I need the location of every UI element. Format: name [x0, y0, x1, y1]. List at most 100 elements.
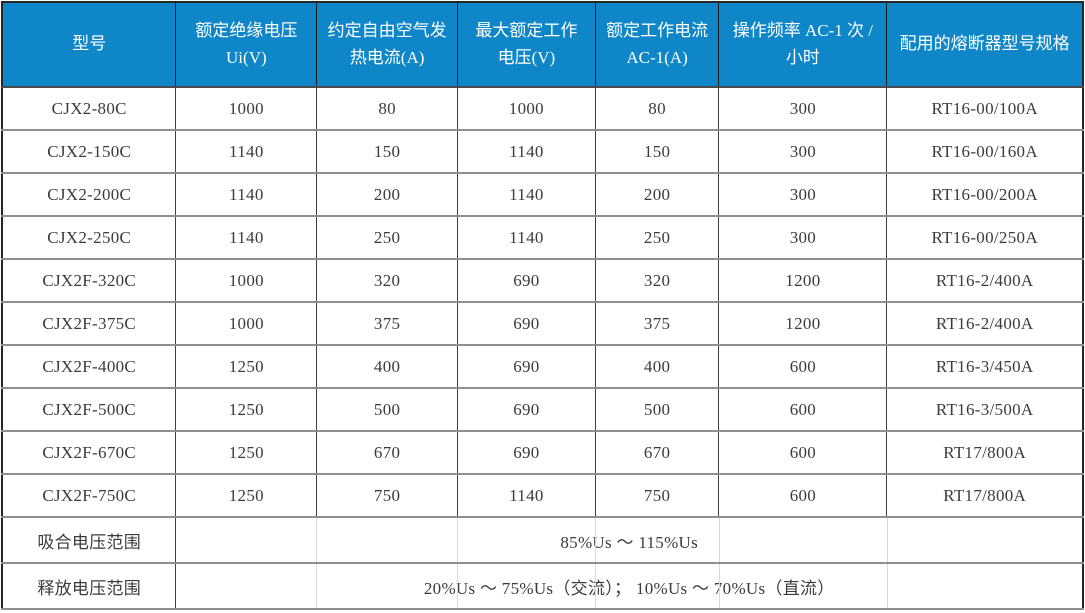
footer-value: 20%Us ～ 75%Us（交流）； 10%Us ～ 70%Us（直流）: [423, 578, 835, 598]
table-cell: 320: [594, 258, 720, 303]
grid-line: [457, 519, 459, 561]
model-cell: CJX2F-320C: [1, 258, 177, 303]
grid-line: [887, 519, 889, 561]
table-cell: 300: [718, 215, 888, 260]
table-cell: 150: [316, 129, 459, 174]
table-cell: 670: [594, 430, 720, 475]
table-row: CJX2F-750C 1250 750 1140 750 600 RT17/80…: [1, 473, 1084, 518]
table-cell: 600: [718, 387, 888, 432]
table-row: CJX2F-320C 1000 320 690 320 1200 RT16-2/…: [1, 258, 1084, 303]
grid-line: [887, 565, 889, 607]
table-cell: 690: [457, 301, 596, 346]
pickup-voltage-row: 吸合电压范围 85%Us ～ 115%Us: [1, 516, 1084, 564]
model-cell: CJX2F-400C: [1, 344, 177, 389]
table-cell: 690: [457, 430, 596, 475]
table-row: CJX2-80C 1000 80 1000 80 300 RT16-00/100…: [1, 86, 1084, 131]
fuse-cell: RT17/800A: [886, 473, 1084, 518]
table-cell: 1000: [457, 86, 596, 131]
fuse-cell: RT17/800A: [886, 430, 1084, 475]
model-cell: CJX2F-500C: [1, 387, 177, 432]
column-header-rated-working-current: 额定工作电流 AC-1(A): [594, 1, 720, 88]
table-cell: 1140: [457, 215, 596, 260]
table-cell: 250: [316, 215, 459, 260]
column-header-operating-frequency: 操作频率 AC-1 次 / 小时: [718, 1, 888, 88]
table-row: CJX2-200C 1140 200 1140 200 300 RT16-00/…: [1, 172, 1084, 217]
table-cell: 1200: [718, 301, 888, 346]
table-cell: 200: [316, 172, 459, 217]
model-cell: CJX2-250C: [1, 215, 177, 260]
table-cell: 690: [457, 258, 596, 303]
table-cell: 600: [718, 473, 888, 518]
table-cell: 600: [718, 344, 888, 389]
column-header-max-rated-working-voltage: 最大额定工作电压(V): [457, 1, 596, 88]
table-cell: 1140: [457, 129, 596, 174]
table-row: CJX2-150C 1140 150 1140 150 300 RT16-00/…: [1, 129, 1084, 174]
fuse-cell: RT16-3/500A: [886, 387, 1084, 432]
fuse-cell: RT16-00/160A: [886, 129, 1084, 174]
table-row: CJX2F-400C 1250 400 690 400 600 RT16-3/4…: [1, 344, 1084, 389]
table-row: CJX2F-375C 1000 375 690 375 1200 RT16-2/…: [1, 301, 1084, 346]
table-cell: 80: [316, 86, 459, 131]
column-header-rated-insulation-voltage: 额定绝缘电压 Ui(V): [175, 1, 318, 88]
table-cell: 500: [594, 387, 720, 432]
column-header-conventional-thermal-current: 约定自由空气发热电流(A): [316, 1, 459, 88]
release-voltage-range: 20%Us ～ 75%Us（交流）； 10%Us ～ 70%Us（直流）: [175, 562, 1084, 610]
table-cell: 320: [316, 258, 459, 303]
table-cell: 1000: [175, 86, 318, 131]
table-cell: 1140: [175, 172, 318, 217]
footer-value: 85%Us ～ 115%Us: [560, 532, 699, 552]
table-cell: 300: [718, 86, 888, 131]
header-row: 型号 额定绝缘电压 Ui(V) 约定自由空气发热电流(A) 最大额定工作电压(V…: [1, 1, 1084, 88]
table-cell: 1000: [175, 301, 318, 346]
footer-label: 吸合电压范围: [1, 516, 177, 564]
fuse-cell: RT16-3/450A: [886, 344, 1084, 389]
table-cell: 1250: [175, 344, 318, 389]
table-cell: 1250: [175, 430, 318, 475]
fuse-cell: RT16-2/400A: [886, 301, 1084, 346]
model-cell: CJX2-150C: [1, 129, 177, 174]
model-cell: CJX2-200C: [1, 172, 177, 217]
table-cell: 1140: [175, 129, 318, 174]
table-cell: 750: [316, 473, 459, 518]
grid-line: [595, 519, 597, 561]
grid-line: [457, 565, 459, 607]
pickup-voltage-range: 85%Us ～ 115%Us: [175, 516, 1084, 564]
table-cell: 1140: [457, 172, 596, 217]
table-cell: 1140: [457, 473, 596, 518]
grid-line: [316, 565, 318, 607]
table-cell: 375: [594, 301, 720, 346]
table-row: CJX2F-500C 1250 500 690 500 600 RT16-3/5…: [1, 387, 1084, 432]
model-cell: CJX2F-375C: [1, 301, 177, 346]
table-cell: 375: [316, 301, 459, 346]
release-voltage-row: 释放电压范围 20%Us ～ 75%Us（交流）； 10%Us ～ 70%Us（…: [1, 562, 1084, 610]
table-cell: 1250: [175, 387, 318, 432]
grid-line: [595, 565, 597, 607]
fuse-cell: RT16-00/250A: [886, 215, 1084, 260]
footer-label: 释放电压范围: [1, 562, 177, 610]
table-cell: 1200: [718, 258, 888, 303]
table-cell: 1250: [175, 473, 318, 518]
grid-line: [316, 519, 318, 561]
table-cell: 750: [594, 473, 720, 518]
table-cell: 690: [457, 387, 596, 432]
table-cell: 400: [594, 344, 720, 389]
grid-line: [719, 519, 721, 561]
table-row: CJX2-250C 1140 250 1140 250 300 RT16-00/…: [1, 215, 1084, 260]
table-cell: 300: [718, 129, 888, 174]
table-cell: 600: [718, 430, 888, 475]
fuse-cell: RT16-00/100A: [886, 86, 1084, 131]
table-cell: 690: [457, 344, 596, 389]
grid-line: [719, 565, 721, 607]
table-cell: 200: [594, 172, 720, 217]
model-cell: CJX2F-750C: [1, 473, 177, 518]
column-header-model: 型号: [1, 1, 177, 88]
table-cell: 300: [718, 172, 888, 217]
table-cell: 400: [316, 344, 459, 389]
column-header-matching-fuse: 配用的熔断器型号规格: [886, 1, 1084, 88]
model-cell: CJX2-80C: [1, 86, 177, 131]
fuse-cell: RT16-2/400A: [886, 258, 1084, 303]
table-cell: 250: [594, 215, 720, 260]
table-cell: 80: [594, 86, 720, 131]
table-cell: 500: [316, 387, 459, 432]
